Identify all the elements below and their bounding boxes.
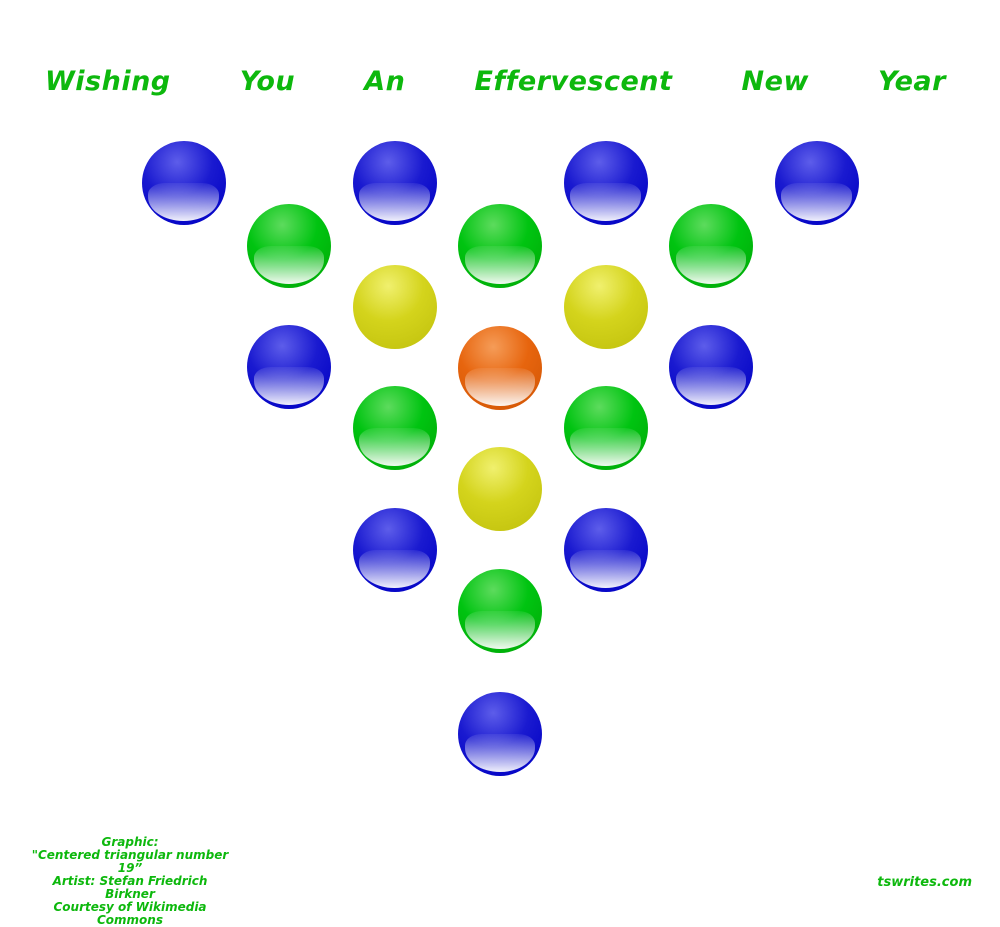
ball-gloss-reflection: [464, 610, 536, 649]
site-credit-label: tswrites.com: [877, 875, 972, 890]
ball-gloss-reflection: [781, 183, 852, 222]
title-word-you: You: [239, 66, 296, 97]
attribution-text: Graphic: "Centered triangular number 19”…: [28, 836, 232, 927]
ball-gloss-reflection: [570, 183, 641, 222]
ball-blue: [352, 508, 437, 592]
ball-blue: [774, 141, 859, 225]
ball-gloss-reflection: [570, 428, 641, 467]
ball-gloss-reflection: [359, 428, 430, 467]
ball-green: [352, 386, 437, 470]
greeting-title: Wishing You An Effervescent New Year: [45, 66, 946, 97]
ball-gloss-reflection: [570, 550, 641, 589]
attribution-line-artist: Artist: Stefan Friedrich Birkner: [52, 874, 208, 901]
ball-green: [247, 203, 331, 288]
ball-yellow: [563, 264, 648, 349]
ball-gloss-reflection: [253, 367, 325, 406]
ball-gloss-reflection: [464, 733, 536, 772]
title-word-wishing: Wishing: [45, 66, 171, 97]
ball-orange: [458, 325, 542, 410]
ball-yellow: [352, 264, 437, 349]
title-word-effervescent: Effervescent: [474, 66, 673, 97]
ball-gloss-reflection: [359, 550, 430, 589]
title-word-new: New: [741, 66, 809, 97]
ball-green: [458, 203, 542, 288]
ball-green: [669, 203, 753, 288]
title-word-an: An: [364, 66, 406, 97]
ball-gloss-reflection: [148, 183, 219, 222]
ball-green: [458, 568, 542, 653]
ball-blue: [141, 141, 226, 225]
ball-green: [563, 386, 648, 470]
attribution-line-title: "Centered triangular number 19”: [31, 848, 229, 875]
ball-gloss-reflection: [359, 183, 430, 222]
ball-blue: [247, 325, 331, 409]
ball-gloss-reflection: [464, 367, 536, 406]
ball-blue: [458, 691, 542, 776]
attribution-line-courtesy: Courtesy of Wikimedia Commons: [53, 900, 207, 927]
ball-blue: [352, 141, 437, 225]
ball-blue: [669, 325, 753, 409]
title-word-year: Year: [878, 66, 946, 97]
ball-gloss-reflection: [253, 245, 325, 284]
ball-blue: [563, 508, 648, 592]
ball-gloss-reflection: [675, 245, 747, 284]
ball-gloss-reflection: [464, 245, 536, 284]
ball-gloss-reflection: [675, 367, 747, 406]
attribution-line-graphic: Graphic:: [101, 835, 159, 849]
ball-blue: [563, 141, 648, 225]
ball-yellow: [458, 446, 542, 531]
